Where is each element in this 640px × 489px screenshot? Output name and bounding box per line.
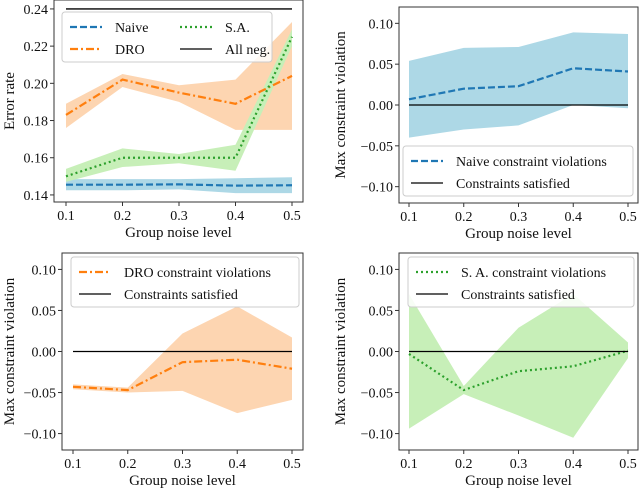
series-line-2 bbox=[65, 36, 293, 178]
x-tick-label: 0.2 bbox=[455, 210, 473, 225]
confidence-band-0 bbox=[409, 32, 628, 138]
legend-label-1: Constraints satisfied bbox=[124, 288, 238, 303]
x-tick-label: 0.3 bbox=[510, 210, 528, 225]
legend-label-3: All neg. bbox=[225, 43, 270, 58]
x-tick-label: 0.1 bbox=[400, 210, 418, 225]
y-tick-label: 0.10 bbox=[32, 263, 57, 278]
x-tick-label: 0.2 bbox=[119, 457, 137, 472]
x-tick-label: 0.3 bbox=[174, 457, 192, 472]
y-tick-label: 0.05 bbox=[369, 304, 394, 319]
plot-area bbox=[408, 32, 629, 138]
series-line-0 bbox=[408, 67, 629, 101]
legend-box bbox=[402, 145, 634, 197]
y-tick-label: 0.18 bbox=[24, 115, 49, 130]
y-tick-label: −0.10 bbox=[24, 428, 56, 443]
legend: DRO constraint violations Constraints sat… bbox=[70, 256, 300, 308]
x-tick-label: 0.1 bbox=[400, 457, 418, 472]
x-tick-label: 0.5 bbox=[283, 209, 301, 224]
legend-label-0: Naive bbox=[115, 21, 148, 36]
y-tick-label: −0.10 bbox=[361, 181, 393, 196]
x-tick-label: 0.2 bbox=[114, 209, 132, 224]
y-tick-label: 0.05 bbox=[32, 304, 57, 319]
x-tick-label: 0.1 bbox=[57, 209, 75, 224]
plot-area bbox=[65, 8, 293, 194]
y-axis-label: Max constraint violation bbox=[333, 31, 349, 179]
plot-area bbox=[408, 294, 629, 438]
x-tick-label: 0.5 bbox=[619, 210, 637, 225]
y-tick-label: 0.10 bbox=[369, 17, 394, 32]
legend: S. A. constraint violations Constraints s… bbox=[407, 256, 635, 308]
y-axis-label: Max constraint violation bbox=[2, 277, 18, 425]
x-tick-label: 0.4 bbox=[227, 209, 245, 224]
legend-label-2: S.A. bbox=[225, 21, 250, 36]
y-axis-label: Max constraint violation bbox=[333, 277, 349, 425]
y-tick-label: 0.14 bbox=[24, 189, 49, 204]
subplot-4: 0.1 0.2 0.3 0.4 0.5 −0.10 −0.05 0.00 0.05 0.10 Gro… bbox=[333, 252, 639, 489]
y-tick-label: 0.20 bbox=[24, 77, 49, 92]
subplot-1: 0.1 0.2 0.3 0.4 0.5 0.14 0.16 0.18 0.20 0.22 0.24 G… bbox=[2, 0, 304, 241]
confidence-band-2 bbox=[66, 29, 292, 182]
legend-box bbox=[61, 11, 273, 63]
y-tick-label: 0.00 bbox=[32, 346, 57, 361]
y-tick-label: 0.05 bbox=[369, 58, 394, 73]
y-tick-label: 0.16 bbox=[24, 152, 49, 167]
legend-label-1: Constraints satisfied bbox=[461, 288, 575, 303]
x-axis-label: Group noise level bbox=[465, 226, 572, 242]
x-axis-label: Group noise level bbox=[465, 473, 572, 489]
x-tick-label: 0.4 bbox=[565, 457, 583, 472]
x-tick-label: 0.3 bbox=[170, 209, 188, 224]
x-axis-label: Group noise level bbox=[129, 473, 236, 489]
legend-label-0: DRO constraint violations bbox=[124, 266, 271, 281]
legend-label-1: Constraints satisfied bbox=[456, 177, 570, 192]
plot-area bbox=[72, 306, 293, 414]
y-tick-label: −0.10 bbox=[361, 428, 393, 443]
y-tick-label: 0.00 bbox=[369, 346, 394, 361]
x-tick-label: 0.1 bbox=[64, 457, 82, 472]
series-line-1 bbox=[65, 74, 293, 116]
y-tick-label: −0.05 bbox=[361, 387, 393, 402]
legend-box bbox=[70, 256, 300, 308]
legend-box bbox=[407, 256, 635, 308]
y-tick-label: 0.10 bbox=[369, 263, 394, 278]
x-tick-label: 0.3 bbox=[510, 457, 528, 472]
subplot-2: 0.1 0.2 0.3 0.4 0.5 −0.10 −0.05 0.00 0.05 0.10 Gro… bbox=[333, 6, 639, 242]
subplot-3: 0.1 0.2 0.3 0.4 0.5 −0.10 −0.05 0.00 0.05 0.10 Gro… bbox=[2, 252, 304, 489]
legend: Naive DRO S.A. All neg. bbox=[61, 11, 273, 63]
y-tick-label: −0.05 bbox=[24, 387, 56, 402]
x-axis-label: Group noise level bbox=[125, 225, 232, 241]
x-tick-label: 0.2 bbox=[455, 457, 473, 472]
legend-label-1: DRO bbox=[115, 43, 145, 58]
y-tick-label: 0.22 bbox=[24, 40, 49, 55]
confidence-band-0 bbox=[73, 306, 292, 414]
y-axis-label: Error rate bbox=[2, 72, 18, 130]
y-tick-label: 0.00 bbox=[369, 99, 394, 114]
y-tick-label: −0.05 bbox=[361, 140, 393, 155]
series-line-0 bbox=[66, 183, 293, 187]
legend-label-0: Naive constraint violations bbox=[456, 155, 607, 170]
legend-label-0: S. A. constraint violations bbox=[461, 266, 606, 281]
legend: Naive constraint violations Constraints s… bbox=[402, 145, 634, 197]
x-tick-label: 0.4 bbox=[229, 457, 247, 472]
series-line-0 bbox=[72, 358, 293, 392]
x-tick-label: 0.4 bbox=[565, 210, 583, 225]
confidence-band-0 bbox=[409, 294, 628, 438]
y-tick-label: 0.24 bbox=[24, 3, 49, 18]
x-tick-label: 0.5 bbox=[283, 457, 301, 472]
x-tick-label: 0.5 bbox=[619, 457, 637, 472]
